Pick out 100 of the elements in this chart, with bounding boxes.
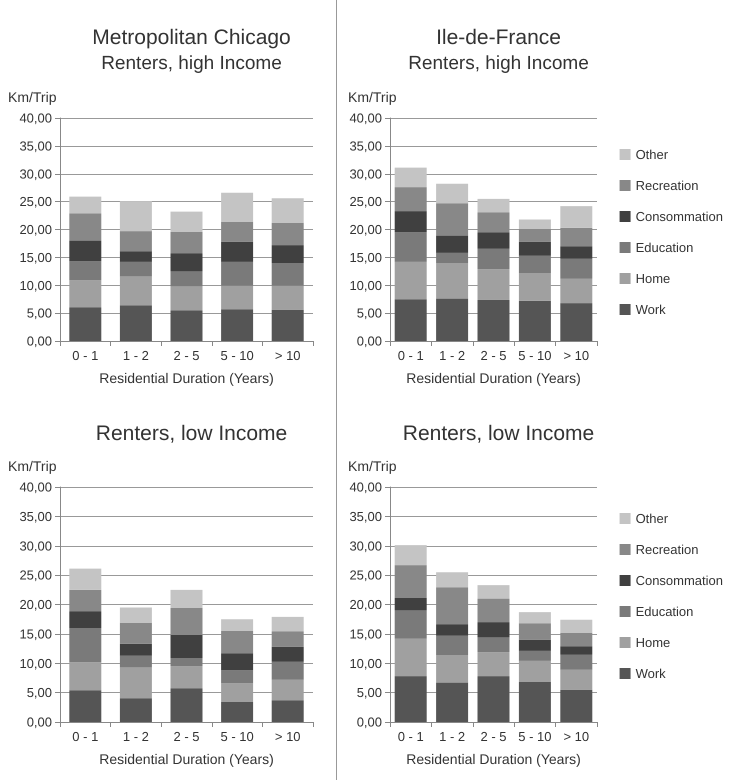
bar (120, 656, 152, 668)
chart-subtitle: Renters, high Income (101, 53, 282, 74)
bar (69, 240, 102, 262)
x-tick-label: 5 - 10 (518, 729, 552, 744)
y-tick-label: 15,00 (19, 626, 52, 642)
bar (272, 632, 304, 647)
y-tick-label: 35,00 (349, 138, 382, 154)
bar (478, 248, 510, 270)
bar (170, 286, 202, 310)
y-tick-label: 10,00 (19, 656, 52, 671)
y-tick-label: 15,00 (349, 626, 382, 642)
bar (560, 620, 592, 633)
bar (120, 644, 152, 656)
bar (560, 670, 592, 690)
bar (436, 203, 468, 236)
bar (272, 198, 304, 223)
bar (170, 658, 202, 666)
x-axis-title: Residential Duration (Years) (406, 370, 581, 386)
bar (272, 646, 304, 662)
bar (478, 585, 510, 599)
y-tick-label: 15,00 (19, 250, 52, 265)
x-tick-label: 1 - 2 (122, 729, 149, 744)
bar (478, 198, 510, 212)
bar (120, 231, 152, 252)
bar (436, 184, 468, 204)
x-tick-label: 0 - 1 (72, 348, 98, 363)
bar (221, 670, 254, 684)
bar (560, 228, 592, 246)
bar (394, 598, 427, 610)
y-tick-label: 35,00 (19, 138, 52, 154)
x-tick-label: 1 - 2 (122, 348, 149, 363)
bar (170, 608, 202, 636)
y-tick-label: 20,00 (349, 222, 382, 237)
bar (69, 196, 102, 214)
bar (170, 590, 202, 608)
x-tick-label: > 10 (563, 729, 590, 744)
bar (560, 303, 592, 341)
x-tick-label: > 10 (563, 348, 590, 363)
legend-label: Education (636, 604, 694, 619)
bar (221, 192, 254, 222)
y-tick-label: 40,00 (349, 110, 382, 126)
chart-title: Metropolitan Chicago (92, 26, 291, 49)
chart-subtitle: Renters, high Income (408, 53, 589, 74)
bar (221, 286, 254, 310)
bar (170, 635, 202, 658)
y-tick-label: 25,00 (19, 568, 52, 583)
bar (120, 262, 152, 276)
bar (69, 213, 102, 241)
bar (518, 256, 551, 273)
bar (518, 219, 551, 229)
bar (394, 232, 427, 262)
x-tick-label: 0 - 1 (398, 729, 424, 744)
y-tick-label: 30,00 (19, 538, 52, 554)
bar (436, 236, 468, 253)
bar (272, 310, 304, 341)
bar (478, 637, 510, 652)
bar (170, 688, 202, 722)
bar (170, 253, 202, 272)
bar (518, 612, 551, 624)
bar (478, 300, 510, 341)
y-tick-label: 20,00 (19, 597, 52, 612)
bar (69, 612, 102, 628)
bar (69, 690, 102, 722)
y-axis-title: Km/Trip (8, 89, 57, 105)
bar (436, 624, 468, 636)
legend-label: Recreation (636, 542, 698, 557)
bar (560, 646, 592, 654)
legend-label: Recreation (636, 178, 698, 193)
y-tick-label: 40,00 (19, 110, 52, 126)
legend-label: Other (636, 511, 669, 526)
x-axis-title: Residential Duration (Years) (99, 370, 274, 386)
bar (394, 565, 427, 598)
bar (518, 640, 551, 651)
y-tick-label: 35,00 (349, 508, 382, 524)
y-tick-label: 25,00 (349, 194, 382, 210)
bar (221, 630, 254, 654)
bar (272, 245, 304, 263)
y-tick-label: 20,00 (349, 597, 382, 612)
y-axis-title: Km/Trip (348, 458, 397, 474)
chart-title: Ile-de-France (436, 26, 561, 49)
bar (478, 676, 510, 722)
y-tick-label: 0,00 (356, 334, 382, 348)
bar (170, 232, 202, 254)
bar (436, 298, 468, 341)
bar (120, 201, 152, 232)
bar (272, 616, 304, 632)
bar (272, 700, 304, 722)
bar (394, 676, 427, 722)
bar (221, 619, 254, 631)
bar (436, 682, 468, 722)
bar (272, 222, 304, 246)
bar (394, 610, 427, 639)
x-axis-title: Residential Duration (Years) (99, 751, 274, 767)
bar (560, 206, 592, 228)
bar (170, 212, 202, 232)
bar (518, 650, 551, 661)
bar (518, 300, 551, 341)
x-tick-label: 2 - 5 (480, 729, 507, 744)
bar (394, 545, 427, 566)
x-tick-label: 5 - 10 (220, 729, 254, 744)
